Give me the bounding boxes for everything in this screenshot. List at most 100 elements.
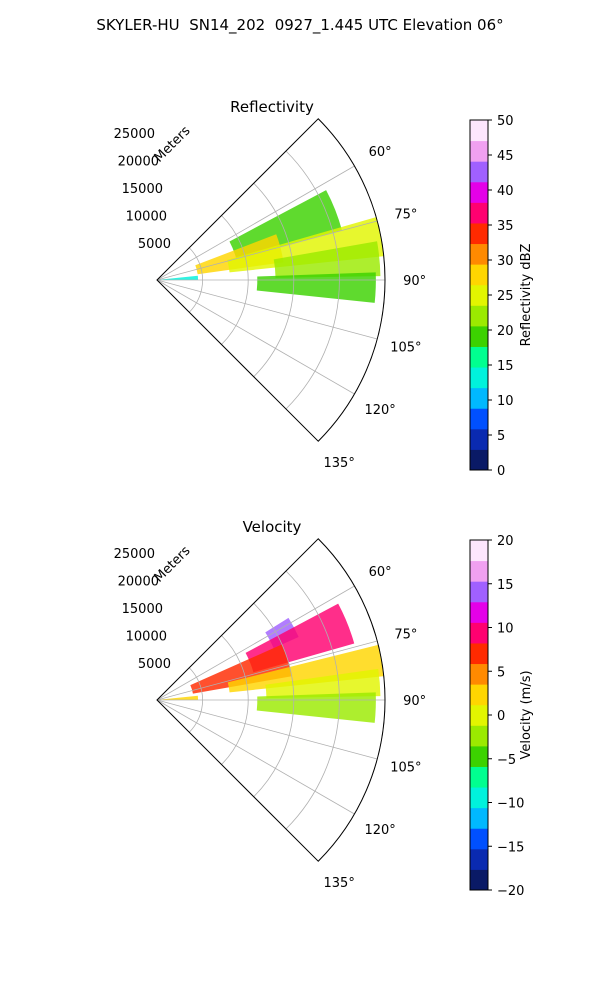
sector-frame bbox=[156, 538, 386, 862]
echo-region bbox=[273, 241, 381, 278]
colorbar-tick-label: 20 bbox=[497, 534, 514, 549]
colorbar-segment bbox=[470, 642, 488, 665]
chart-panel-velocity: 5000 10000 15000 20000 25000 60° 75° 90° 105° 120… bbox=[114, 518, 534, 899]
colorbar-tick-label: 40 bbox=[497, 184, 514, 199]
range-tick-label: 25000 bbox=[114, 127, 155, 142]
colorbar-segment bbox=[470, 745, 488, 767]
colorbar-tick-label: 25 bbox=[497, 289, 514, 304]
colorbar-segment bbox=[470, 120, 488, 142]
echo-region bbox=[256, 272, 376, 303]
azimuth-gridline bbox=[156, 220, 378, 281]
colorbar-segment bbox=[470, 725, 488, 747]
azimuth-tick-label: 60° bbox=[369, 145, 392, 160]
colorbar-segment bbox=[470, 766, 488, 788]
colorbar-segment bbox=[470, 581, 488, 603]
range-tick-label: 20000 bbox=[118, 155, 159, 170]
colorbar-tick-label: 10 bbox=[497, 394, 514, 409]
colorbar-tick-label: −10 bbox=[497, 797, 524, 812]
azimuth-gridline bbox=[156, 165, 355, 281]
azimuth-tick-label: 105° bbox=[390, 341, 421, 356]
colorbar-segment bbox=[470, 161, 488, 183]
colorbar-segment bbox=[470, 408, 488, 430]
echo-region bbox=[256, 692, 376, 723]
range-tick-label: 20000 bbox=[118, 575, 159, 590]
azimuth-gridline bbox=[156, 279, 378, 340]
colorbar-segment bbox=[470, 367, 488, 389]
colorbar-segment bbox=[470, 202, 488, 224]
figure-title: SKYLER-HU SN14_202 0927_1.445 UTC Elevat… bbox=[96, 16, 504, 34]
azimuth-gridline bbox=[156, 699, 378, 760]
colorbar-segment bbox=[470, 869, 488, 891]
radial-axis-label: Meters bbox=[152, 123, 194, 165]
colorbar-label: Reflectivity dBZ bbox=[519, 244, 534, 347]
colorbar-tick-label: 20 bbox=[497, 324, 514, 339]
colorbar-tick-label: 45 bbox=[497, 149, 514, 164]
colorbar-tick-label: 0 bbox=[497, 709, 505, 724]
range-tick-label: 15000 bbox=[122, 602, 163, 617]
colorbar-segment bbox=[470, 428, 488, 450]
colorbar-segment bbox=[470, 284, 488, 306]
colorbar-tick-label: 30 bbox=[497, 254, 514, 269]
colorbar-tick-label: −20 bbox=[497, 884, 524, 899]
colorbar-segment bbox=[470, 560, 488, 582]
colorbar-segment bbox=[470, 848, 488, 870]
range-tick-label: 5000 bbox=[138, 657, 171, 672]
colorbar-segment bbox=[470, 622, 488, 644]
azimuth-gridline bbox=[156, 699, 355, 815]
colorbar-tick-label: 10 bbox=[497, 622, 514, 637]
colorbar-tick-label: −5 bbox=[497, 753, 516, 768]
colorbar-segment bbox=[470, 807, 488, 829]
colorbar-segment bbox=[470, 787, 488, 809]
colorbar-segment bbox=[470, 449, 488, 471]
echo-region bbox=[265, 668, 381, 699]
colorbar-tick-label: 15 bbox=[497, 359, 514, 374]
colorbar-segment bbox=[470, 222, 488, 245]
range-tick-label: 25000 bbox=[114, 547, 155, 562]
colorbar-segment bbox=[470, 243, 488, 265]
azimuth-tick-label: 90° bbox=[403, 274, 426, 289]
echo-region bbox=[190, 644, 292, 694]
colorbar-tick-label: 5 bbox=[497, 665, 505, 680]
azimuth-tick-label: 60° bbox=[369, 565, 392, 580]
range-tick-label: 10000 bbox=[126, 630, 167, 645]
colorbar-segment bbox=[470, 704, 488, 726]
colorbar-segment bbox=[470, 346, 488, 368]
echo-region bbox=[158, 275, 199, 280]
colorbar-segment bbox=[470, 684, 488, 706]
range-tick-label: 15000 bbox=[122, 182, 163, 197]
azimuth-gridline bbox=[156, 640, 378, 701]
colorbar-label: Velocity (m/s) bbox=[519, 670, 534, 759]
panel-title: Reflectivity bbox=[230, 98, 314, 116]
colorbar-segment bbox=[470, 264, 488, 286]
colorbar-segment bbox=[470, 540, 488, 562]
chart-panel-reflectivity: 5000 10000 15000 20000 25000 60° 75° 90° 105° 120… bbox=[114, 98, 534, 479]
colorbar-tick-label: 15 bbox=[497, 578, 514, 593]
echo-region bbox=[158, 695, 199, 700]
colorbar-tick-label: 5 bbox=[497, 429, 505, 444]
range-tick-label: 10000 bbox=[126, 210, 167, 225]
colorbar-segment bbox=[470, 601, 488, 623]
azimuth-tick-label: 105° bbox=[390, 761, 421, 776]
azimuth-tick-label: 75° bbox=[394, 207, 417, 222]
colorbar-segment bbox=[470, 305, 488, 327]
azimuth-tick-label: 75° bbox=[394, 627, 417, 642]
azimuth-tick-label: 120° bbox=[364, 823, 395, 838]
sector-frame bbox=[156, 118, 386, 442]
colorbar-segment bbox=[470, 325, 488, 347]
azimuth-gridline bbox=[156, 279, 355, 395]
colorbar-tick-label: 50 bbox=[497, 114, 514, 129]
colorbar-tick-label: −15 bbox=[497, 840, 524, 855]
colorbar-segment bbox=[470, 387, 488, 409]
colorbar-segment bbox=[470, 828, 488, 850]
echo-region bbox=[227, 644, 384, 693]
colorbar-segment bbox=[470, 140, 488, 162]
range-tick-label: 5000 bbox=[138, 237, 171, 252]
radial-axis-label: Meters bbox=[152, 543, 194, 585]
azimuth-tick-label: 120° bbox=[364, 403, 395, 418]
panel-title: Velocity bbox=[243, 518, 302, 536]
azimuth-tick-label: 90° bbox=[403, 694, 426, 709]
azimuth-tick-label: 135° bbox=[324, 456, 355, 471]
colorbar-segment bbox=[470, 181, 488, 203]
